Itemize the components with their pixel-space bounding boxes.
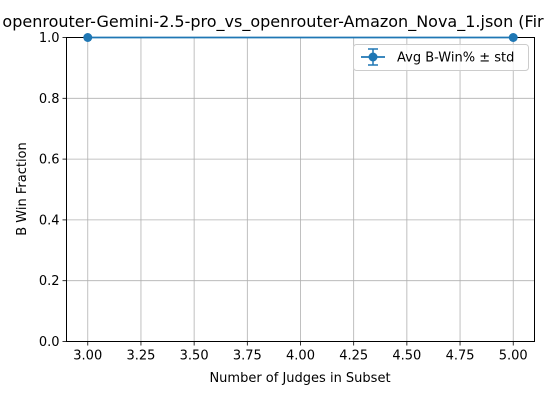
y-tick-label: 0.0	[39, 335, 60, 350]
legend-label: Avg B-Win% ± std	[397, 51, 514, 66]
series-layer	[83, 33, 518, 42]
y-axis: 0.0 0.2 0.4 0.6 0.8 1.0	[39, 31, 67, 350]
y-tick-label: 0.6	[39, 153, 60, 168]
x-tick-label: 4.25	[339, 349, 368, 364]
x-tick-label: 4.75	[446, 349, 475, 364]
y-tick-label: 1.0	[39, 31, 60, 46]
x-axis: 3.00 3.25 3.50 3.75 4.00 4.25 4.50 4.75 5.00	[73, 341, 528, 364]
x-tick-label: 3.50	[180, 349, 209, 364]
data-point	[508, 33, 518, 42]
x-tick-label: 4.00	[286, 349, 315, 364]
x-axis-label: Number of Judges in Subset	[209, 371, 390, 386]
data-point	[83, 33, 93, 42]
legend: Avg B-Win% ± std	[353, 44, 529, 71]
chart-title: openrouter-Gemini-2.5-pro_vs_openrouter-…	[2, 12, 544, 32]
y-axis-label: B Win Fraction	[15, 142, 30, 236]
legend-swatch-marker	[368, 52, 378, 62]
y-tick-label: 0.8	[39, 92, 60, 107]
x-tick-label: 5.00	[499, 349, 528, 364]
x-tick-label: 3.75	[233, 349, 262, 364]
y-tick-label: 0.2	[39, 274, 60, 289]
x-tick-label: 4.50	[392, 349, 421, 364]
legend-frame	[353, 44, 529, 71]
x-tick-label: 3.25	[126, 349, 155, 364]
x-tick-label: 3.00	[73, 349, 102, 364]
y-tick-label: 0.4	[39, 213, 60, 228]
